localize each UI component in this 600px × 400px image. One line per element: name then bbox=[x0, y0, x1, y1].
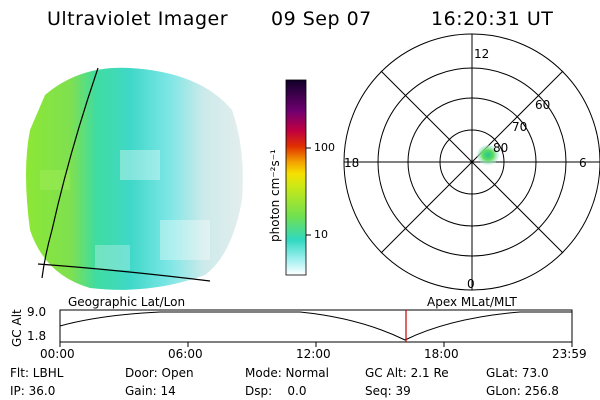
timeline-x-tick: 00:00 bbox=[40, 347, 75, 361]
earth-uv-image bbox=[26, 67, 243, 290]
lat-label-60: 60 bbox=[535, 98, 551, 112]
colorbar-tick-100: 100 bbox=[314, 141, 335, 154]
mlt-label-6: 6 bbox=[579, 156, 587, 170]
timeline-x-tick: 06:00 bbox=[168, 347, 203, 361]
timeline-x-tick: 12:00 bbox=[296, 347, 331, 361]
mlt-label-18: 18 bbox=[344, 156, 360, 170]
timeline-x-tick: 23:59 bbox=[552, 347, 587, 361]
mlt-label-0: 0 bbox=[467, 277, 475, 291]
status-dsp: Dsp: 0.0 bbox=[245, 384, 307, 398]
lat-label-70: 70 bbox=[512, 120, 528, 134]
date-label: 09 Sep 07 bbox=[271, 8, 372, 30]
status-mode: Mode: Normal bbox=[245, 366, 329, 380]
mlt-label-12: 12 bbox=[474, 47, 490, 61]
colorbar-unit-label: photon cm⁻²s⁻¹ bbox=[268, 149, 282, 242]
app-title: Ultraviolet Imager bbox=[47, 8, 229, 30]
timeline-y-tick-min: 1.8 bbox=[27, 329, 47, 343]
polar-plot bbox=[343, 33, 600, 291]
status-door: Door: Open bbox=[125, 366, 194, 380]
status-glat: GLat: 73.0 bbox=[486, 366, 549, 380]
colorbar-tick-10: 10 bbox=[314, 228, 328, 241]
status-seq: Seq: 39 bbox=[365, 384, 411, 398]
lat-label-80: 80 bbox=[493, 141, 509, 155]
latitude-line bbox=[37, 263, 211, 282]
timeline-x-tick: 18:00 bbox=[424, 347, 459, 361]
timeline-y-tick-max: 9.0 bbox=[27, 305, 47, 319]
status-gain: Gain: 14 bbox=[125, 384, 176, 398]
gc-alt-curve bbox=[59, 311, 572, 341]
timeline-y-label: GC Alt bbox=[10, 309, 24, 347]
colorbar bbox=[285, 79, 307, 276]
status-filter: Flt: LBHL bbox=[10, 366, 64, 380]
timeline-left-title: Geographic Lat/Lon bbox=[68, 295, 186, 309]
status-ip: IP: 36.0 bbox=[10, 384, 56, 398]
timeline-right-title: Apex MLat/MLT bbox=[427, 295, 517, 309]
polar-diagonal bbox=[380, 70, 564, 254]
status-glon: GLon: 256.8 bbox=[486, 384, 559, 398]
aurora-oval-spot bbox=[477, 145, 499, 165]
longitude-line bbox=[41, 67, 99, 279]
time-label: 16:20:31 UT bbox=[431, 8, 554, 30]
status-gc-alt: GC Alt: 2.1 Re bbox=[365, 366, 449, 380]
